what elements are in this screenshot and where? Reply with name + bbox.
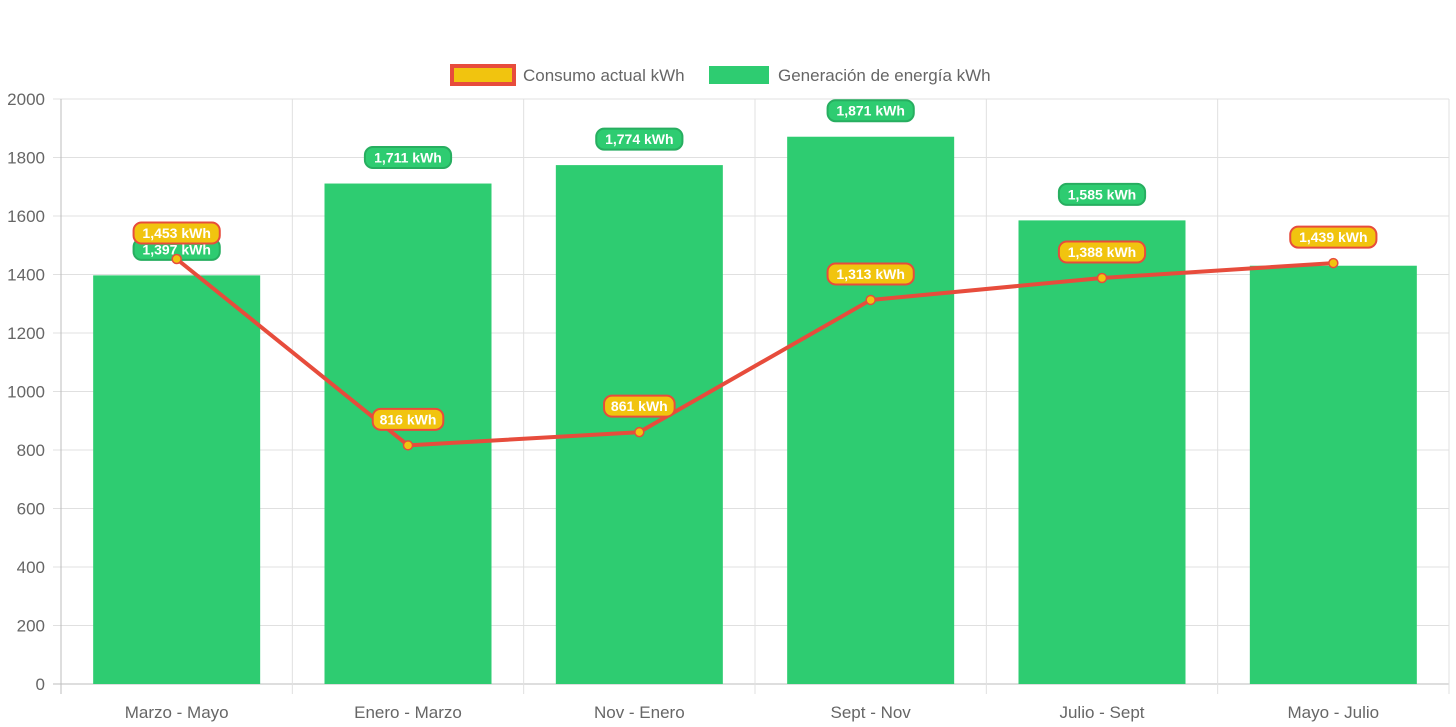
x-tick-label: Sept - Nov <box>831 703 912 722</box>
x-tick-label: Julio - Sept <box>1059 703 1144 722</box>
consumption-point <box>865 294 876 306</box>
bar-value-badge <box>363 146 453 170</box>
bar-value-label: 1,585 kWh <box>1068 186 1136 202</box>
consumption-point <box>171 253 182 265</box>
line-value-badge <box>132 221 221 245</box>
line-value-badge <box>1289 225 1378 249</box>
legend-swatch-consumo <box>450 64 516 86</box>
x-tick-label: Enero - Marzo <box>354 703 462 722</box>
consumption-line <box>175 257 1334 448</box>
line-value-label: 861 kWh <box>611 398 668 414</box>
bar <box>324 183 492 684</box>
y-tick-label: 0 <box>36 675 45 694</box>
line-value-label: 1,453 kWh <box>142 225 210 241</box>
consumption-point <box>1328 257 1339 269</box>
bar-value-label: 1,774 kWh <box>605 131 673 147</box>
bar-value-badge <box>595 127 684 151</box>
line-value-badge <box>371 407 445 431</box>
line-value-label: 1,313 kWh <box>836 266 904 282</box>
y-tick-label: 800 <box>17 441 45 460</box>
bar <box>93 275 261 684</box>
x-tick-label: Nov - Enero <box>594 703 685 722</box>
bar <box>1018 220 1186 684</box>
y-tick-label: 400 <box>17 558 45 577</box>
line-value-badge <box>1057 240 1147 264</box>
y-tick-label: 1200 <box>7 324 45 343</box>
bar-value-badge <box>1057 182 1147 206</box>
y-tick-label: 600 <box>17 500 45 519</box>
consumption-point <box>1096 272 1108 284</box>
bar-value-label: 1,711 kWh <box>374 150 442 166</box>
consumption-point <box>634 426 645 438</box>
line-value-label: 816 kWh <box>380 411 437 427</box>
line-value-badge <box>826 262 915 286</box>
bar-value-label: 1,871 kWh <box>836 103 904 119</box>
line-value-badge <box>603 394 676 418</box>
line-value-label: 1,439 kWh <box>1299 229 1367 245</box>
consumption-point <box>402 440 414 451</box>
y-tick-label: 1000 <box>7 383 45 402</box>
bar <box>1249 265 1417 684</box>
y-tick-label: 2000 <box>7 90 45 109</box>
y-tick-label: 200 <box>17 617 45 636</box>
legend-label-consumo: Consumo actual kWh <box>523 66 685 85</box>
legend-label-generacion: Generación de energía kWh <box>778 66 991 85</box>
bar-value-badge <box>826 99 915 123</box>
line-value-label: 1,388 kWh <box>1068 244 1136 260</box>
legend-swatch-generacion <box>709 66 769 84</box>
bar <box>787 136 955 685</box>
y-tick-label: 1600 <box>7 207 45 226</box>
x-tick-label: Marzo - Mayo <box>125 703 229 722</box>
bar-value-label: 1,397 kWh <box>142 241 210 257</box>
y-tick-label: 1800 <box>7 149 45 168</box>
x-tick-label: Mayo - Julio <box>1288 703 1380 722</box>
y-tick-label: 1400 <box>7 266 45 285</box>
bar <box>555 165 723 685</box>
